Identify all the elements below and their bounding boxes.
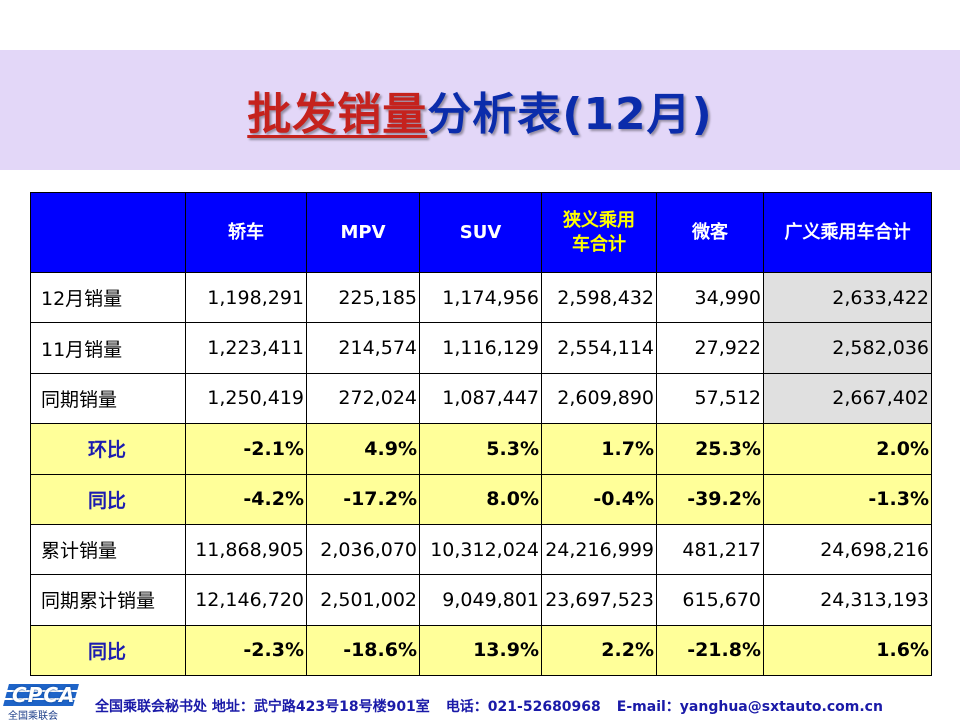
table-cell: 2,554,114 — [541, 322, 657, 374]
table-cell: 23,697,523 — [541, 574, 657, 626]
table-cell: 24,698,216 — [763, 523, 932, 576]
footer: CPCA 全国乘联会 全国乘联会秘书处 地址：武宁路423号18号楼901室 电话… — [0, 680, 960, 720]
table-cell: 2.0% — [763, 423, 932, 475]
column-header-2: SUV — [419, 192, 542, 273]
title-part2: 分析表(12月) — [427, 89, 713, 140]
table-cell: 12,146,720 — [185, 574, 307, 626]
sales-analysis-table: 轿车 MPV SUV 狭义乘用车合计 微客 广义乘用车合计 12月销量 1,198,291 2… — [30, 192, 932, 677]
table-cell: 2,501,002 — [306, 574, 420, 626]
table-body: 12月销量 1,198,291 225,185 1,174,956 2,598,432 3… — [30, 271, 932, 677]
table-cell: 2,609,890 — [541, 372, 657, 425]
table-cell: -0.4% — [541, 473, 657, 525]
table-cell: 1,250,419 — [185, 372, 307, 425]
table-cell: 2,036,070 — [306, 523, 420, 576]
table-cell: 2,582,036 — [763, 322, 932, 374]
table-cell: -2.3% — [185, 624, 307, 677]
column-header-3: 狭义乘用车合计 — [541, 192, 657, 273]
table-cell: 11,868,905 — [185, 523, 307, 576]
page-title: 批发销量分析表(12月) — [0, 78, 960, 142]
row-label: 同比 — [30, 473, 186, 525]
table-header-row: 轿车 MPV SUV 狭义乘用车合计 微客 广义乘用车合计 — [30, 192, 932, 273]
table-cell: 24,216,999 — [541, 523, 657, 576]
table-cell: 1.7% — [541, 423, 657, 475]
table-cell: 9,049,801 — [419, 574, 542, 626]
table-row: 同期销量 1,250,419 272,024 1,087,447 2,609,890 57… — [30, 372, 932, 425]
row-label: 同期累计销量 — [30, 574, 186, 626]
row-label: 12月销量 — [30, 271, 186, 324]
logo-org-name: 全国乘联会 — [8, 711, 58, 720]
table-cell: -4.2% — [185, 473, 307, 525]
column-header-4: 微客 — [656, 192, 764, 273]
table-cell: 57,512 — [656, 372, 764, 425]
table-cell: 1.6% — [763, 624, 932, 677]
table-cell: 24,313,193 — [763, 574, 932, 626]
table-cell: -17.2% — [306, 473, 420, 525]
table-row: 11月销量 1,223,411 214,574 1,116,129 2,554,114 2… — [30, 322, 932, 374]
table-row: 12月销量 1,198,291 225,185 1,174,956 2,598,432 3… — [30, 271, 932, 324]
table-cell: 615,670 — [656, 574, 764, 626]
table-cell: 1,116,129 — [419, 322, 542, 374]
row-label: 环比 — [30, 423, 186, 475]
table-cell: 1,087,447 — [419, 372, 542, 425]
table-cell: 25.3% — [656, 423, 764, 475]
column-header-5: 广义乘用车合计 — [763, 192, 932, 273]
table-row: 同比 -4.2% -17.2% 8.0% -0.4% -39.2% -1.3% — [30, 473, 932, 525]
table-cell: 2,667,402 — [763, 372, 932, 425]
table-cell: 225,185 — [306, 271, 420, 324]
contact-email: E-mail：yanghua@sxtauto.com.cn — [616, 699, 883, 715]
table-cell: 13.9% — [419, 624, 542, 677]
title-band — [0, 50, 960, 170]
table-row: 同期累计销量 12,146,720 2,501,002 9,049,801 23,697… — [30, 574, 932, 626]
table-cell: 1,174,956 — [419, 271, 542, 324]
table-cell: 272,024 — [306, 372, 420, 425]
table-cell: 8.0% — [419, 473, 542, 525]
contact-info: 全国乘联会秘书处 地址：武宁路423号18号楼901室 电话：021-526809… — [95, 696, 899, 716]
table-cell: 1,198,291 — [185, 271, 307, 324]
table-cell: 1,223,411 — [185, 322, 307, 374]
table-cell: 4.9% — [306, 423, 420, 475]
logo-text: CPCA — [12, 683, 76, 707]
table-row: 累计销量 11,868,905 2,036,070 10,312,024 24,216,… — [30, 523, 932, 576]
table-cell: 214,574 — [306, 322, 420, 374]
table-cell: -2.1% — [185, 423, 307, 475]
table-cell: 34,990 — [656, 271, 764, 324]
contact-phone: 电话：021-52680968 — [445, 699, 601, 715]
title-part1: 批发销量 — [247, 89, 428, 140]
table-cell: -39.2% — [656, 473, 764, 525]
table-cell: 2,633,422 — [763, 271, 932, 324]
table-cell: 481,217 — [656, 523, 764, 576]
table-cell: -1.3% — [763, 473, 932, 525]
column-header-1: MPV — [306, 192, 420, 273]
table-cell: -21.8% — [656, 624, 764, 677]
row-label: 累计销量 — [30, 523, 186, 576]
table-cell: -18.6% — [306, 624, 420, 677]
table-row: 同比 -2.3% -18.6% 13.9% 2.2% -21.8% 1.6% — [30, 624, 932, 677]
contact-address: 全国乘联会秘书处 地址：武宁路423号18号楼901室 — [95, 699, 430, 715]
table-cell: 10,312,024 — [419, 523, 542, 576]
row-label: 同期销量 — [30, 372, 186, 425]
table-cell: 2,598,432 — [541, 271, 657, 324]
table-cell: 5.3% — [419, 423, 542, 475]
table-cell: 2.2% — [541, 624, 657, 677]
table-cell: 27,922 — [656, 322, 764, 374]
row-label: 11月销量 — [30, 322, 186, 374]
row-label: 同比 — [30, 624, 186, 677]
table-row: 环比 -2.1% 4.9% 5.3% 1.7% 25.3% 2.0% — [30, 423, 932, 475]
header-corner-cell — [30, 192, 186, 273]
column-header-0: 轿车 — [185, 192, 307, 273]
cpca-logo: CPCA 全国乘联会 — [3, 683, 79, 720]
